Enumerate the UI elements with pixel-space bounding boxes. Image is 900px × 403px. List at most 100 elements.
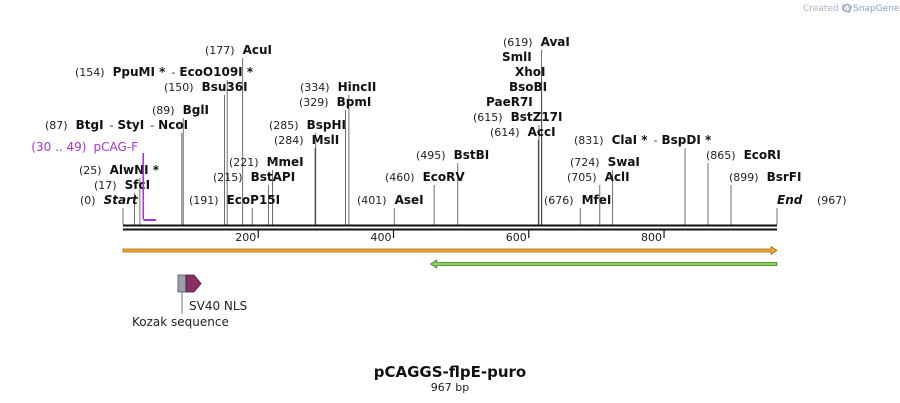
axis-tick-label-400: 400	[371, 231, 392, 244]
enzyme-position: (215)	[213, 171, 243, 184]
feature-green-feature[interactable]	[430, 259, 778, 269]
enzyme-name-alias: EcoO109I *	[179, 65, 253, 79]
enzyme-clai[interactable]: (831) ClaI * - BspDI *	[574, 133, 712, 147]
enzyme-bsrfi[interactable]: (899) BsrFI	[729, 170, 801, 184]
enzyme-bstz17i[interactable]: (615) BstZ17I	[473, 110, 562, 124]
enzyme-label-asei: (401) AseI	[357, 193, 424, 207]
enzyme-leader-lines	[122, 50, 778, 225]
feature-kozak[interactable]	[177, 274, 187, 314]
enzyme-name: SwaI	[608, 155, 640, 169]
enzyme-ecorv[interactable]: (460) EcoRV	[385, 170, 465, 184]
enzyme-name: AlwNI *	[110, 163, 160, 177]
feature-orange-feature[interactable]	[122, 245, 778, 256]
enzyme-position: (705)	[567, 171, 597, 184]
enzyme-position: (614)	[490, 126, 520, 139]
enzyme-acli[interactable]: (705) AclI	[567, 170, 630, 184]
enzyme-label-avai: (619) AvaI	[503, 35, 570, 49]
enzyme-sfci[interactable]: (17) SfcI	[94, 178, 150, 192]
enzyme-position: (87)	[45, 119, 68, 132]
enzyme-name: BstAPI	[251, 170, 296, 184]
enzyme-name: BglI	[183, 103, 209, 117]
axis-tick-label-800: 800	[641, 231, 662, 244]
enzyme-acui[interactable]: (177) AcuI	[205, 43, 272, 57]
enzyme-bgli[interactable]: (89) BglI	[152, 103, 209, 117]
plasmid-name: pCAGGS-flpE-puro	[374, 363, 526, 381]
enzyme-position: (899)	[729, 171, 759, 184]
enzyme-asei[interactable]: (401) AseI	[357, 193, 424, 207]
enzyme-ecop15i[interactable]: (191) EcoP15I	[189, 193, 280, 207]
feature-label-sv40-nls: SV40 NLS	[189, 299, 247, 313]
enzyme-position: (150)	[164, 81, 194, 94]
primer-pcag-f[interactable]: (30 .. 49) pCAG-F	[31, 140, 157, 221]
enzyme-paer7i[interactable]: PaeR7I	[486, 95, 533, 109]
enzyme-name: AcuI	[243, 43, 272, 57]
axis-tick-label-600: 600	[506, 231, 527, 244]
enzyme-name: HincII	[338, 80, 377, 94]
enzyme-position: (460)	[385, 171, 415, 184]
enzyme-name: BspHI	[307, 118, 346, 132]
enzyme-name: EcoRV	[423, 170, 466, 184]
enzyme-name: Start	[104, 193, 139, 207]
enzyme-name: EcoP15I	[227, 193, 281, 207]
enzyme-bstbi[interactable]: (495) BstBI	[416, 148, 489, 162]
enzyme-msli[interactable]: (284) MslI	[274, 133, 339, 147]
enzyme-end[interactable]: End (967)	[777, 193, 847, 207]
enzyme-label-start: (0) Start	[80, 193, 139, 207]
enzyme-position: (0)	[80, 194, 96, 207]
primer-name: pCAG-F	[93, 140, 138, 154]
enzyme-name: EcoRI	[744, 148, 781, 162]
enzyme-bsphi[interactable]: (285) BspHI	[269, 118, 346, 132]
enzyme-label-alwni: (25) AlwNI *	[79, 163, 160, 177]
enzyme-label-bstapi: (215) BstAPI	[213, 170, 295, 184]
enzyme-label-ecorv: (460) EcoRV	[385, 170, 465, 184]
enzyme-name: PpuMI *	[113, 65, 167, 79]
enzyme-label-bpmi: (329) BpmI	[299, 95, 371, 109]
enzyme-alwni[interactable]: (25) AlwNI *	[79, 163, 160, 177]
enzyme-btgi[interactable]: (87) BtgI - StyI - NcoI	[45, 118, 188, 132]
enzyme-name: AclI	[605, 170, 630, 184]
enzyme-label-ecop15i: (191) EcoP15I	[189, 193, 280, 207]
enzyme-label-acui: (177) AcuI	[205, 43, 272, 57]
enzyme-mmei[interactable]: (221) MmeI	[229, 155, 304, 169]
enzyme-mfei[interactable]: (676) MfeI	[544, 193, 611, 207]
enzyme-position: (676)	[544, 194, 574, 207]
enzyme-separator: -	[654, 134, 658, 147]
enzyme-name: BstZ17I	[511, 110, 563, 124]
enzyme-label-bsobi: BsoBI	[509, 80, 547, 94]
credit-brand: SnapGene	[853, 4, 900, 14]
enzyme-name: End	[777, 193, 803, 207]
enzyme-label-sfci: (17) SfcI	[94, 178, 150, 192]
enzyme-position: (221)	[229, 156, 259, 169]
enzyme-labels: (0) Start(17) SfcI(25) AlwNI * (87) BtgI - StyI…	[45, 35, 847, 207]
enzyme-bstapi[interactable]: (215) BstAPI	[213, 170, 295, 184]
enzyme-xhoi[interactable]: XhoI	[515, 65, 546, 79]
features	[122, 245, 778, 314]
enzyme-start[interactable]: (0) Start	[80, 193, 139, 207]
enzyme-avai[interactable]: (619) AvaI	[503, 35, 570, 49]
enzyme-label-bsu36i: (150) Bsu36I	[164, 80, 248, 94]
enzyme-separator: -	[150, 119, 154, 132]
enzyme-bsu36i[interactable]: (150) Bsu36I	[164, 80, 248, 94]
enzyme-bsobi[interactable]: BsoBI	[509, 80, 547, 94]
enzyme-name: SfcI	[125, 178, 150, 192]
enzyme-label-bstbi: (495) BstBI	[416, 148, 489, 162]
enzyme-label-paer7i: PaeR7I	[486, 95, 533, 109]
enzyme-hincii[interactable]: (334) HincII	[300, 80, 376, 94]
enzyme-position: (285)	[269, 119, 299, 132]
enzyme-acci[interactable]: (614) AccI	[490, 125, 556, 139]
enzyme-name: BstBI	[454, 148, 490, 162]
feature-sv40-nls[interactable]	[181, 274, 202, 298]
enzyme-position: (154)	[75, 66, 105, 79]
enzyme-position: (177)	[205, 44, 235, 57]
enzyme-name-alias: BspDI *	[662, 133, 712, 147]
enzyme-smli[interactable]: SmlI	[502, 50, 532, 64]
enzyme-bpmi[interactable]: (329) BpmI	[299, 95, 371, 109]
enzyme-swai[interactable]: (724) SwaI	[570, 155, 640, 169]
enzyme-name: MmeI	[267, 155, 304, 169]
enzyme-ppumi[interactable]: (154) PpuMI * - EcoO109I *	[75, 65, 254, 79]
enzyme-ecori[interactable]: (865) EcoRI	[706, 148, 781, 162]
enzyme-position: (334)	[300, 81, 330, 94]
feature-arrow	[122, 245, 778, 256]
enzyme-label-hincii: (334) HincII	[300, 80, 376, 94]
